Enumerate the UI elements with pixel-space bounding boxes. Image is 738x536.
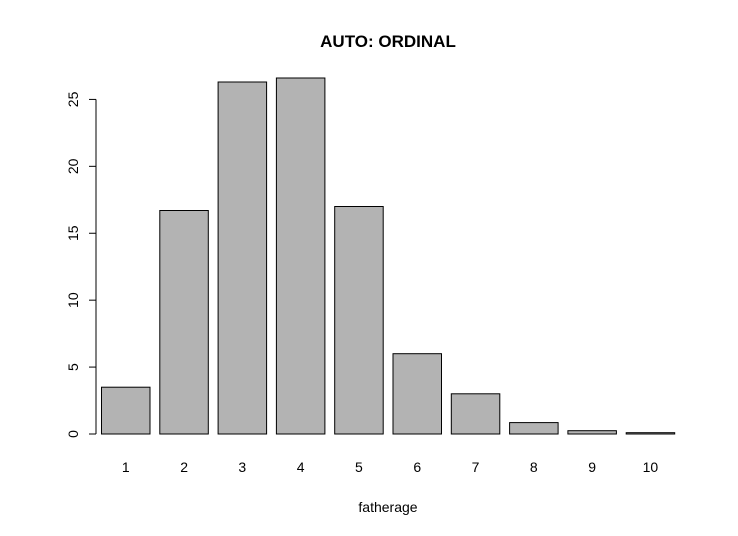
bar-2 [159,210,209,435]
bar-10 [625,432,676,435]
x-tick-label: 7 [472,459,480,475]
y-tick-label: 0 [65,430,81,438]
chart-title: AUTO: ORDINAL [320,32,456,51]
x-tick-label: 1 [122,459,130,475]
x-tick-label: 10 [643,459,659,475]
y-tick-label: 10 [65,292,81,308]
x-tick-label: 2 [180,459,188,475]
x-tick-label: 4 [297,459,305,475]
bar-8 [509,422,559,435]
bar-1 [101,386,151,435]
bar-7 [450,393,501,435]
x-tick-labels: 1 2 3 4 5 6 7 8 9 10 [122,459,658,475]
x-tick-label: 9 [588,459,596,475]
bar-4 [275,77,326,435]
y-tick-label: 20 [65,158,81,174]
y-axis: 0 5 10 15 20 25 [65,91,97,438]
x-tick-label: 6 [413,459,421,475]
bar-6 [392,353,442,435]
y-tick-label: 5 [65,363,81,371]
x-axis-label: fatherage [358,499,417,515]
x-tick-label: 3 [238,459,246,475]
bars-group [101,77,676,435]
bar-3 [217,81,268,435]
bar-9 [567,430,617,435]
y-tick-label: 25 [65,91,81,107]
bar-5 [334,206,384,435]
x-tick-label: 8 [530,459,538,475]
y-tick-label: 15 [65,225,81,241]
x-tick-label: 5 [355,459,363,475]
